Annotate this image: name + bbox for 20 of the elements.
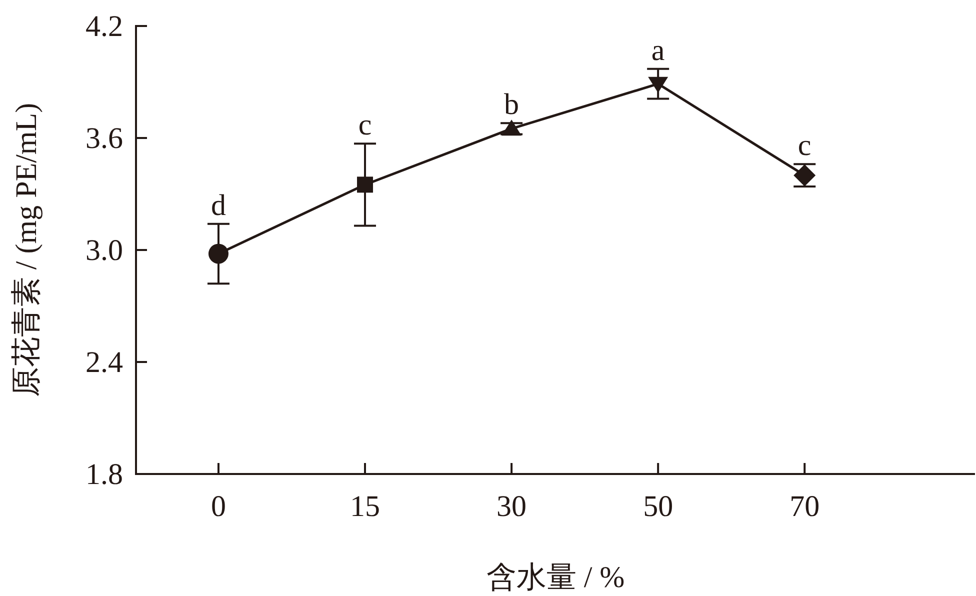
x-tick-label: 70 <box>790 490 820 523</box>
y-tick-label: 3.6 <box>86 122 123 155</box>
point <box>208 244 228 264</box>
annotation: a <box>651 34 665 67</box>
y-tick-label: 1.8 <box>86 458 123 491</box>
x-tick-label: 30 <box>496 490 527 523</box>
y-tick-label: 4.2 <box>86 10 123 43</box>
point <box>648 76 668 93</box>
x-tick-label: 15 <box>350 490 380 523</box>
point <box>502 120 522 136</box>
annotation: c <box>358 108 372 142</box>
x-axis-title: 含水量 / % <box>486 561 625 594</box>
y-axis-title: 原花青素 / (mg PE/mL) <box>10 102 43 398</box>
x-tick-label: 0 <box>210 490 226 523</box>
x-tick-label: 50 <box>643 490 674 523</box>
annotation: d <box>210 188 226 222</box>
y-tick-label: 2.4 <box>86 346 123 379</box>
y-tick-label: 3.0 <box>86 234 123 267</box>
annotation: b <box>504 88 520 122</box>
annotation: c <box>798 129 812 162</box>
